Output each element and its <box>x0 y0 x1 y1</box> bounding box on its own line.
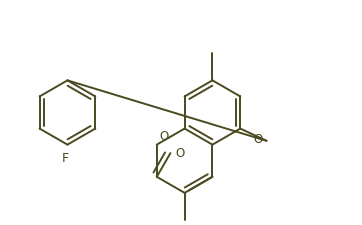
Text: O: O <box>254 133 263 146</box>
Text: O: O <box>175 147 185 160</box>
Text: O: O <box>159 130 168 143</box>
Text: F: F <box>62 152 69 165</box>
